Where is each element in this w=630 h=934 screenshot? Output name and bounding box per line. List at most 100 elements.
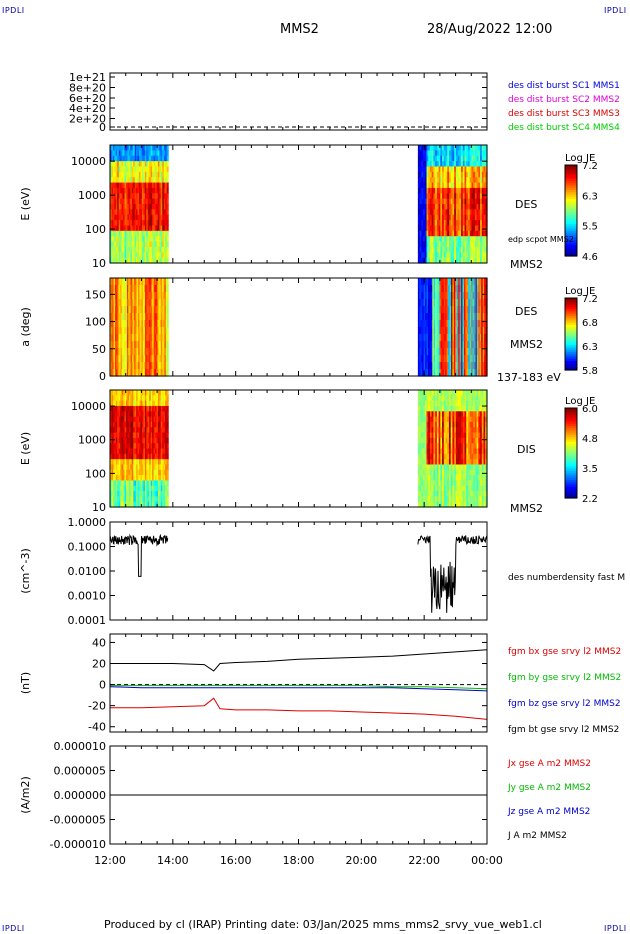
heatmap-cell [449,327,452,335]
heatmap-cell [136,355,139,363]
heatmap-cell [118,416,121,423]
heatmap-cell [424,411,428,418]
heatmap-cell [426,252,429,259]
heatmap-cell [146,150,149,157]
heatmap-cell [447,182,450,189]
heatmap-cell [153,214,156,221]
heatmap-cell [417,355,420,363]
heatmap-cell [471,437,474,444]
heatmap-cell [445,411,448,418]
heatmap-cell [453,348,456,356]
heatmap-cell [136,469,139,476]
heatmap-cell [150,464,153,471]
heatmap-cell [147,369,150,377]
heatmap-cell [436,177,440,184]
heatmap-cell [471,155,474,162]
heatmap-cell [443,496,447,503]
heatmap-cell [128,230,131,237]
heatmap-cell [462,252,466,259]
heatmap-cell [478,161,481,168]
heatmap-cell [121,166,124,173]
heatmap-cell [469,285,472,293]
heatmap-cell [164,285,167,293]
heatmap-cell [484,348,487,356]
y-axis-label: E (eV) [19,187,32,220]
heatmap-cell [484,341,487,349]
heatmap-cell [133,166,136,173]
heatmap-cell [472,299,475,307]
heatmap-cell [115,453,118,460]
heatmap-cell [467,496,471,503]
heatmap-cell [162,416,165,423]
heatmap-cell [121,145,124,151]
heatmap-cell [139,475,142,482]
heatmap-cell [469,278,472,286]
heatmap-cell [141,369,144,377]
heatmap-cell [467,155,471,162]
heatmap-cell [166,469,169,476]
heatmap-cell [457,491,460,497]
heatmap-cell [147,161,150,168]
heatmap-cell [422,320,425,328]
heatmap-cell [448,334,451,342]
heatmap-cell [443,182,447,189]
heatmap-cell [440,252,443,259]
heatmap-cell [149,241,152,248]
heatmap-cell [114,501,117,508]
heatmap-cell [112,501,115,508]
heatmap-cell [436,480,440,487]
heatmap-cell [448,161,452,168]
heatmap-cell [478,236,481,243]
heatmap-cell [146,193,149,200]
heatmap-cell [147,306,150,314]
heatmap-cell [141,161,145,168]
heatmap-cell [165,313,168,321]
heatmap-cell [110,348,112,356]
heatmap-cell [417,278,420,286]
heatmap-cell [421,236,424,243]
heatmap-cell [438,171,441,178]
heatmap-cell [421,496,424,503]
heatmap-cell [429,453,433,460]
heatmap-cell [141,416,145,423]
heatmap-cell [166,230,169,237]
heatmap-cell [141,464,145,471]
heatmap-cell [153,292,156,300]
heatmap-cell [143,225,146,232]
heatmap-cell [480,204,483,210]
heatmap-cell [155,475,158,482]
heatmap-cell [159,320,162,328]
heatmap-cell [458,292,461,300]
heatmap-cell [163,166,166,173]
heatmap-cell [417,453,421,460]
heatmap-cell [429,198,433,205]
heatmap-cell [468,285,471,293]
heatmap-cell [156,400,159,407]
heatmap-cell [455,501,459,508]
heatmap-cell [429,491,433,497]
heatmap-cell [429,193,433,200]
heatmap-cell [431,395,435,402]
heatmap-cell [423,230,426,237]
heatmap-cell [481,327,484,335]
heatmap-cell [114,236,117,243]
heatmap-cell [453,327,456,335]
heatmap-cell [432,334,435,342]
heatmap-cell [123,469,126,476]
heatmap-cell [478,369,481,377]
heatmap-cell [146,421,149,428]
heatmap-cell [435,236,438,243]
heatmap-cell [420,327,423,335]
heatmap-cell [163,501,166,508]
heatmap-cell [131,220,134,227]
heatmap-cell [474,327,477,335]
heatmap-cell [165,177,168,184]
heatmap-cell [143,369,146,377]
heatmap-cell [464,421,467,428]
heatmap-cell [450,459,454,466]
heatmap-cell [449,285,452,293]
heatmap-cell [121,198,124,205]
heatmap-cell [155,204,158,210]
heatmap-cell [141,475,145,482]
heatmap-cell [450,427,454,434]
